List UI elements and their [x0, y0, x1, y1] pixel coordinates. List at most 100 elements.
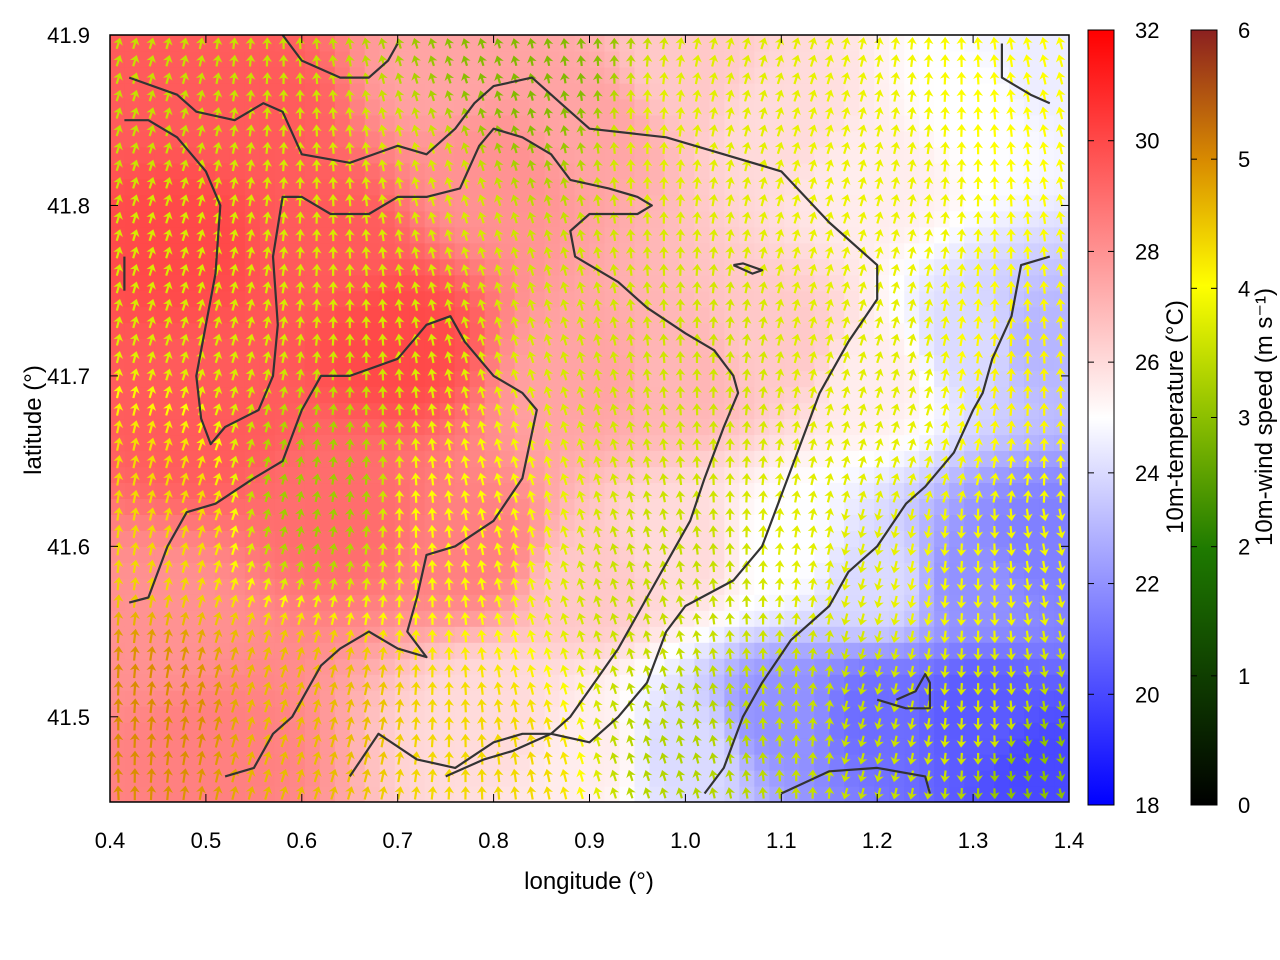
- temperature-cell: [334, 546, 351, 563]
- temperature-cell: [199, 338, 216, 356]
- temperature-cell: [274, 306, 291, 324]
- temperature-cell: [679, 338, 695, 356]
- temperature-cell: [529, 754, 546, 771]
- temperature-cell: [259, 306, 276, 324]
- temperature-cell: [349, 226, 366, 244]
- temperature-cell: [229, 722, 246, 739]
- temperature-cell: [199, 530, 216, 547]
- temperature-cell: [574, 162, 591, 180]
- temperature-cell: [514, 642, 531, 659]
- temperature-cell: [259, 770, 276, 787]
- temperature-cell: [229, 658, 246, 675]
- temperature-cell: [334, 690, 351, 707]
- temperature-cell: [364, 82, 381, 100]
- temperature-cell: [184, 130, 201, 148]
- temperature-cell: [529, 642, 546, 659]
- temperature-cell: [769, 386, 785, 404]
- temperature-cell: [484, 338, 501, 356]
- temperature-cell: [214, 434, 231, 452]
- temperature-cell: [289, 82, 306, 100]
- temperature-cell: [334, 322, 351, 340]
- temperature-cell: [439, 418, 456, 436]
- temperature-cell: [484, 146, 501, 164]
- temperature-cell: [484, 626, 501, 643]
- temperature-cell: [199, 130, 216, 148]
- temperature-cell: [349, 274, 366, 292]
- temperature-cell: [979, 274, 995, 292]
- temperature-cell: [184, 35, 201, 52]
- temperature-cell: [184, 50, 201, 68]
- temperature-cell: [184, 642, 201, 659]
- temperature-cell: [244, 210, 261, 228]
- temperature-cell: [979, 162, 995, 180]
- temperature-cell: [934, 754, 950, 771]
- temperature-cell: [259, 130, 276, 148]
- temperature-cell: [574, 35, 591, 52]
- temperature-cell: [514, 514, 531, 531]
- temperature-cell: [154, 178, 171, 196]
- temperature-cell: [214, 738, 231, 755]
- temperature-cell: [1039, 402, 1055, 420]
- temperature-cell: [154, 754, 171, 771]
- temperature-cell: [364, 658, 381, 675]
- temperature-cell: [769, 594, 785, 611]
- temperature-cell: [364, 258, 381, 276]
- temperature-cell: [214, 66, 231, 84]
- temperature-cell: [214, 354, 231, 372]
- temperature-cell: [679, 610, 695, 627]
- temperature-cell: [454, 130, 471, 148]
- temperature-cell: [154, 674, 171, 691]
- temperature-cell: [994, 738, 1010, 755]
- temperature-cell: [979, 146, 995, 164]
- temperature-cell: [559, 210, 576, 228]
- temperature-cell: [559, 530, 576, 547]
- temperature-cell: [514, 258, 531, 276]
- temperature-cell: [349, 498, 366, 515]
- temperature-cell: [409, 98, 426, 116]
- temperature-cell: [709, 594, 725, 611]
- temperature-cell: [184, 626, 201, 643]
- temperature-cell: [110, 498, 126, 515]
- temperature-cell: [559, 594, 576, 611]
- temperature-cell: [334, 386, 351, 404]
- temperature-cell: [124, 722, 141, 739]
- temperature-cell: [139, 146, 156, 164]
- temperature-cell: [769, 258, 785, 276]
- temperature-cell: [139, 338, 156, 356]
- temperature-cell: [439, 498, 456, 515]
- temperature-cell: [334, 50, 351, 68]
- temperature-cell: [424, 306, 441, 324]
- temperature-cell: [289, 578, 306, 595]
- temperature-cell: [199, 114, 216, 132]
- temperature-cell: [364, 738, 381, 755]
- temperature-cell: [424, 530, 441, 547]
- temperature-cell: [169, 546, 186, 563]
- temperature-cell: [649, 546, 666, 563]
- temperature-cell: [514, 754, 531, 771]
- temperature-cell: [499, 690, 516, 707]
- temperature-cell: [874, 674, 890, 691]
- temperature-cell: [979, 562, 995, 579]
- temperature-cell: [124, 754, 141, 771]
- temperature-cell: [454, 258, 471, 276]
- temperature-cell: [409, 738, 426, 755]
- temperature-cell: [934, 626, 950, 643]
- temperature-cell: [349, 418, 366, 436]
- temperature-cell: [349, 82, 366, 100]
- temperature-cell: [484, 354, 501, 372]
- temperature-cell: [889, 626, 905, 643]
- temperature-cell: [559, 258, 576, 276]
- temperature-cell: [124, 738, 141, 755]
- temperature-cell: [454, 210, 471, 228]
- temperature-cell: [169, 578, 186, 595]
- temperature-cell: [349, 482, 366, 499]
- temperature-cell: [110, 98, 126, 116]
- plot-area: [110, 35, 1069, 802]
- temperature-cell: [664, 258, 680, 276]
- temperature-cell: [394, 658, 411, 675]
- temperature-cell: [724, 594, 740, 611]
- temperature-cell: [184, 434, 201, 452]
- temperature-cell: [214, 530, 231, 547]
- temperature-cell: [274, 146, 291, 164]
